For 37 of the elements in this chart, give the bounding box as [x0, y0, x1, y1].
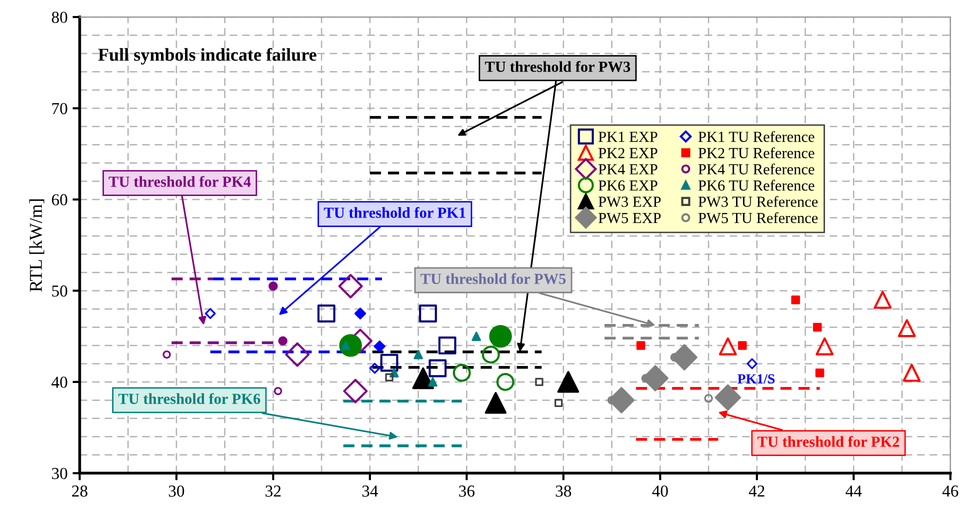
legend-label: PK6 TU Reference [698, 180, 814, 191]
legend-label: PK2 EXP [598, 148, 658, 158]
y-tick-label: 80 [52, 12, 68, 23]
x-tick-label: 38 [556, 485, 572, 497]
annotation: TU threshold for PK6 [118, 393, 260, 404]
x-tick-label: 34 [362, 486, 378, 497]
y-tick-label: 30 [52, 468, 68, 480]
annotation: TU threshold for PK4 [108, 176, 251, 187]
legend-label: PK6 EXP [598, 180, 658, 191]
y-tick-label: 40 [52, 376, 68, 388]
y-tick-label: 70 [52, 102, 68, 114]
x-tick-label: 36 [459, 486, 475, 497]
annotation: TU threshold for PW5 [420, 273, 566, 284]
annotation: TU threshold for PK1 [324, 207, 466, 218]
x-tick-label: 40 [652, 485, 668, 497]
x-tick-label: 42 [748, 486, 764, 497]
y-tick-label: 60 [52, 194, 68, 206]
legend-label: PK4 EXP [598, 164, 658, 174]
legend-label: PW3 EXP [598, 196, 661, 208]
legend-label: PW5 TU Reference [698, 212, 818, 224]
legend-label: PK1 EXP [598, 132, 658, 142]
annotation: Full symbols indicate failure [98, 48, 316, 65]
x-tick-label: 46 [942, 486, 958, 497]
legend-label: PW3 TU Reference [698, 196, 818, 208]
legend-label: PK2 TU Reference [698, 147, 814, 158]
annotation: TU threshold for PW3 [485, 61, 630, 72]
x-tick-label: 28 [72, 485, 88, 497]
x-tick-label: 32 [266, 486, 281, 497]
annotation: PK1/S [738, 374, 775, 384]
legend-label: PK1 TU Reference [698, 131, 814, 142]
legend-label: PW5 EXP [598, 213, 661, 224]
annotation: TU threshold for PK2 [758, 436, 900, 447]
x-tick-label: 44 [846, 486, 862, 497]
y-axis-title: RTL [kW/m] [29, 199, 44, 292]
legend-label: PK4 TU Reference [698, 164, 814, 174]
x-tick-label: 30 [168, 485, 184, 497]
y-tick-label: 50 [52, 285, 68, 297]
